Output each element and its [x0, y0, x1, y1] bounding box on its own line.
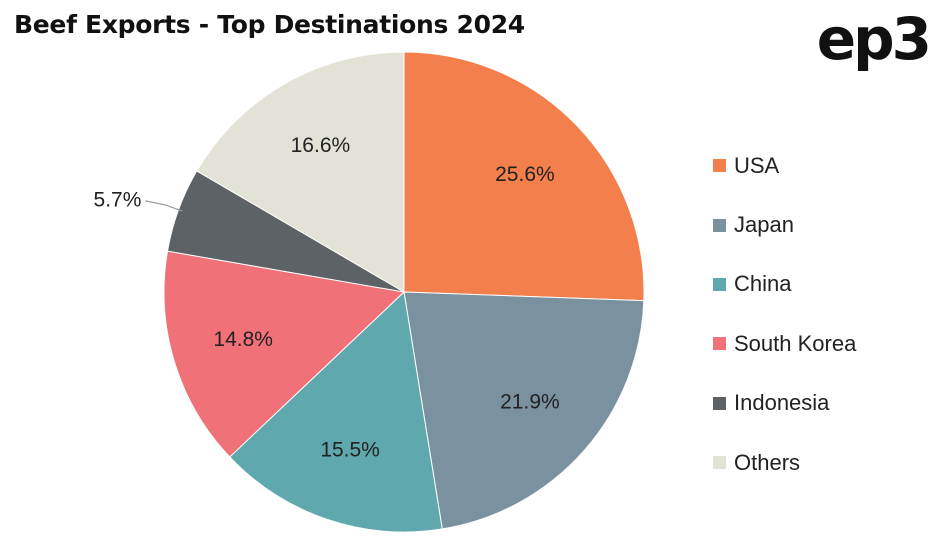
legend-label: Others — [734, 449, 801, 475]
brand-logo: ep3 — [816, 5, 932, 73]
pie-slices — [163, 51, 645, 533]
chart-title: Beef Exports - Top Destinations 2024 — [14, 10, 525, 39]
chart-legend: USA Japan China South Korea Indonesia Others — [713, 136, 856, 492]
leader-line-indonesia — [145, 200, 183, 212]
leader-lines — [145, 200, 183, 212]
legend-swatch-indonesia — [713, 396, 726, 410]
slice-others — [196, 51, 405, 293]
legend-label: Indonesia — [734, 390, 830, 416]
slice-usa — [403, 51, 645, 302]
slice-south-korea — [163, 250, 406, 458]
legend-label: South Korea — [734, 330, 857, 356]
slice-label-south-korea: 14.8% — [213, 328, 273, 351]
slice-china — [228, 290, 443, 533]
legend-swatch-south-korea — [713, 337, 726, 351]
slice-label-china: 15.5% — [320, 439, 380, 462]
legend-swatch-china — [713, 277, 726, 291]
legend-label: USA — [734, 152, 780, 178]
legend-swatch-usa — [713, 159, 726, 173]
legend-item-indonesia: Indonesia — [713, 374, 856, 433]
slice-label-others: 16.6% — [291, 134, 351, 157]
slice-label-usa: 25.6% — [495, 163, 555, 186]
slice-label-japan: 21.9% — [500, 391, 560, 414]
legend-swatch-japan — [713, 218, 726, 232]
legend-item-china: China — [713, 255, 856, 314]
legend-label: Japan — [734, 212, 794, 238]
slice-label-indonesia: 5.7% — [94, 188, 142, 211]
legend-label: China — [734, 271, 792, 297]
legend-item-south-korea: South Korea — [713, 314, 856, 373]
legend-swatch-others — [713, 456, 726, 470]
legend-item-others: Others — [713, 433, 856, 492]
legend-item-japan: Japan — [713, 195, 856, 254]
slice-labels: 25.6% 21.9% 15.5% 14.8% 5.7% 16.6% — [94, 134, 560, 462]
slice-japan — [403, 291, 645, 530]
legend-item-usa: USA — [713, 136, 856, 195]
